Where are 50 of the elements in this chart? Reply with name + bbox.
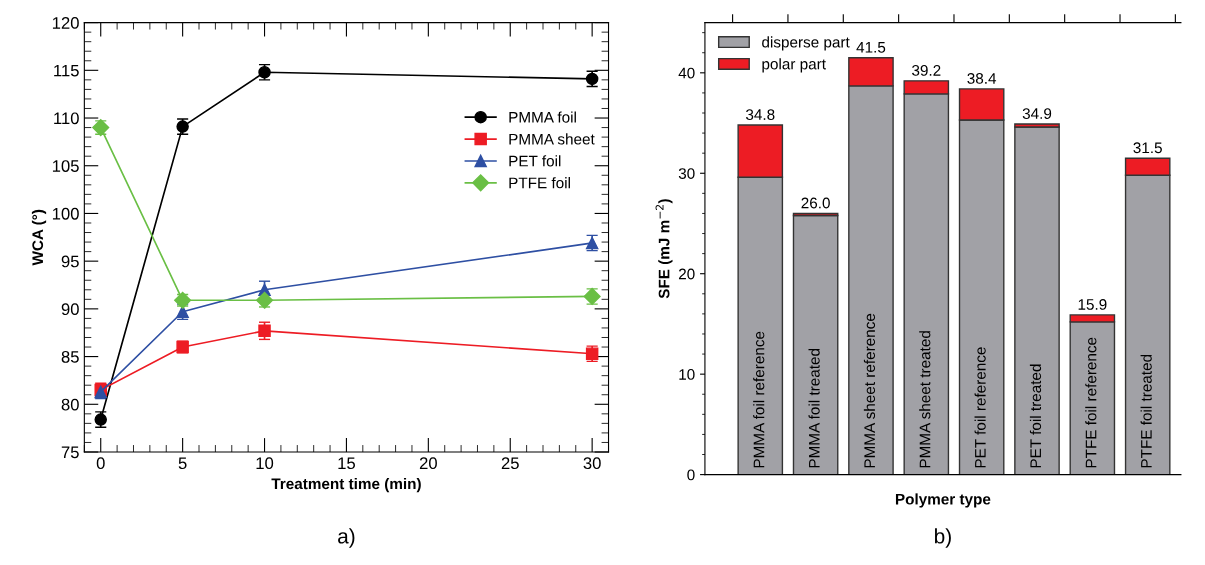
y-axis-title: WCA (°) — [31, 209, 47, 266]
x-tick-label: 20 — [419, 457, 437, 470]
x-tick-label: 0 — [96, 457, 105, 470]
legend-label: PET foil — [509, 155, 561, 167]
legend-label: disperse part — [762, 36, 850, 51]
y-axis-title: SFE (mJ m$^{−2}$) — [655, 199, 673, 299]
y-tick-label: 105 — [52, 160, 79, 172]
y-tick-label: 0 — [687, 469, 695, 481]
x-axis-title: Polymer type — [895, 493, 991, 508]
x-tick-label: 5 — [178, 457, 187, 470]
y-tick-label: 115 — [54, 64, 79, 77]
y-tick-label: 95 — [61, 255, 79, 268]
y-tick-label: 90 — [61, 303, 79, 316]
x-tick-label: 15 — [338, 457, 356, 470]
y-tick-label: 85 — [61, 350, 79, 363]
text: b) — [935, 528, 951, 548]
x-tick-label: PMMA foil treated — [808, 348, 820, 468]
x-tick-label: PMMA sheet reference — [863, 313, 876, 468]
x-tick-label: PMMA foil reference — [753, 331, 765, 468]
y-tick-label: 110 — [54, 112, 79, 125]
y-tick-label: 10 — [679, 369, 695, 380]
y-tick-label: 20 — [678, 268, 695, 280]
total-label: 34.8 — [745, 109, 775, 121]
x-tick-label: 30 — [583, 457, 601, 470]
x-tick-label: PET foil reference — [974, 347, 986, 468]
total-label: 15.9 — [1078, 299, 1107, 310]
total-label: 26.0 — [801, 197, 830, 209]
legend-label: PMMA foil — [509, 111, 576, 123]
total-label: 34.9 — [1022, 108, 1052, 120]
x-axis-title: Treatment time (min) — [271, 477, 421, 493]
y-tick-label: 30 — [678, 168, 695, 179]
y-tick-label: 80 — [61, 398, 79, 411]
total-label: 41.5 — [856, 42, 886, 53]
text: a) — [338, 528, 355, 548]
x-tick-label: PET foil treated — [1029, 364, 1042, 468]
legend-label: polar part — [762, 58, 826, 73]
total-label: 38.4 — [967, 73, 997, 84]
x-tick-label: PTFE foil reference — [1085, 337, 1097, 468]
x-tick-label: PTFE foil treated — [1140, 354, 1152, 468]
x-tick-label: 25 — [501, 457, 519, 470]
total-label: 39.2 — [912, 65, 941, 76]
y-tick-label: 75 — [61, 446, 79, 459]
x-tick-label: 10 — [256, 457, 274, 470]
total-label: 31.5 — [1133, 142, 1162, 154]
legend-label: PMMA sheet — [509, 133, 595, 145]
legend-label: PTFE foil — [509, 177, 570, 189]
y-tick-label: 120 — [52, 17, 79, 29]
y-tick-label: 40 — [678, 67, 695, 79]
y-tick-label: 100 — [52, 207, 79, 220]
x-tick-label: PMMA sheet treated — [919, 331, 931, 468]
